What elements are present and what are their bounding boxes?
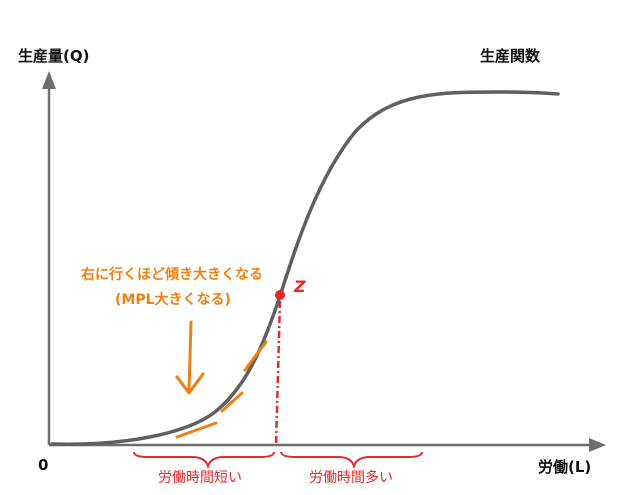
point-z-dropline [274,300,282,447]
production-function-curve [50,90,560,446]
y-axis-arrowhead [42,71,56,89]
tangent-lines [175,340,268,439]
brace-left [133,451,275,470]
tangent-line-middle [220,391,244,413]
range-left-label: 労働時間短い [158,470,242,486]
point-z-marker [275,290,285,300]
down-arrow-icon [175,320,205,395]
range-right-label: 労働時間多い [309,469,393,486]
x-axis-label: 労働(L) [538,458,591,476]
annotation-line-1: 右に行くほど傾き大きくなる [80,266,263,283]
tangent-line-short-labor [175,421,218,439]
x-axis-arrowhead [589,438,606,452]
origin-label: 0 [38,456,48,474]
axes [42,71,606,452]
point-z-label: Z [293,277,306,296]
brace-right [280,451,423,470]
y-axis-label: 生産量(Q) [18,47,89,65]
curve-label: 生産関数 [480,47,541,65]
annotation-line-2: (MPL大きくなる) [115,291,231,308]
tangent-line-steep [243,340,268,372]
